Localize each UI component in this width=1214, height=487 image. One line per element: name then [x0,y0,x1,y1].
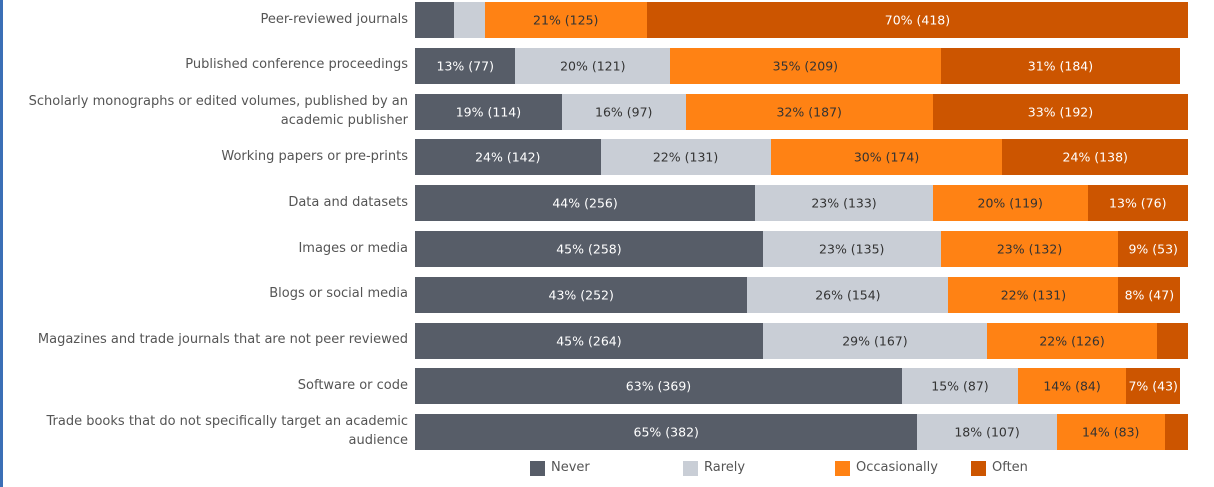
data-label: 19% (114) [455,104,522,120]
legend-label: Often [992,460,1028,475]
bar-segment [646,2,1188,38]
legend-label: Occasionally [856,460,938,475]
bar-segment [415,231,763,267]
legend-label: Never [551,460,590,475]
bar-segment [415,139,601,176]
bar-segment [948,276,1119,313]
bar-segment [932,93,1188,130]
data-label: 15% (87) [931,378,989,394]
bar-segment [415,93,562,130]
bar-segment [1002,139,1188,176]
bar-segment [415,185,756,222]
legend-label: Rarely [704,460,746,475]
bar-segment [1157,322,1188,359]
bar-segment [415,47,516,84]
data-label: 43% (252) [548,287,614,303]
data-label: 44% (256) [552,195,618,211]
category-label: Software or code [297,377,408,393]
bar-segment [917,414,1057,451]
data-label: 23% (135) [819,241,885,257]
legend-swatch [530,461,545,476]
category-label: Scholarly monographs or edited volumes, … [28,93,408,128]
data-label: 16% (97) [594,104,653,120]
data-label: 35% (209) [772,58,839,74]
data-label: 13% (76) [1109,195,1167,211]
data-label: 7% (43) [1128,378,1178,394]
bar-segment [940,231,1119,267]
data-label: 14% (83) [1081,424,1140,440]
bar-segment [515,47,671,84]
data-label: 30% (174) [853,149,920,165]
bar-segment [1164,414,1188,451]
legend-swatch [971,461,986,476]
category-label: Working papers or pre-prints [221,148,408,164]
bar-segment [484,2,647,38]
data-label: 26% (154) [815,287,881,303]
data-label: 32% (187) [776,104,842,120]
bar-segment [1056,414,1165,451]
data-label: 45% (264) [556,333,622,349]
data-label: 22% (131) [652,149,719,165]
data-label: 8% (47) [1124,287,1175,303]
bar-segment [755,185,933,222]
data-label: 33% (192) [1027,104,1094,120]
bar-segment [561,93,686,130]
data-label: 20% (121) [560,58,626,74]
bar-segment [762,322,987,359]
data-label: 13% (77) [436,58,494,74]
category-label: Blogs or social media [269,286,408,302]
data-label: 65% (382) [633,424,699,440]
bar-segment [940,47,1181,84]
bar-segment [670,47,941,84]
data-label: 70% (418) [884,12,951,28]
bar-segment [1118,276,1181,313]
bar-segment [987,322,1158,359]
bar-segment [415,322,763,359]
bar-segment [1118,231,1188,267]
bar-segment [747,276,949,313]
data-label: 22% (131) [1000,287,1067,303]
data-label: 29% (167) [842,333,908,349]
data-label: 20% (119) [977,195,1043,211]
bar-segment [415,414,918,451]
category-label: Images or media [298,240,408,256]
bar-segment [932,185,1088,222]
legend-swatch [683,461,698,476]
data-label: 23% (133) [811,195,877,211]
data-label: 9% (53) [1128,241,1178,257]
bar-segment [1017,368,1127,405]
bar-segment [453,2,485,38]
legend-swatch [835,461,850,476]
category-label: Peer-reviewed journals [260,11,408,27]
bar-segment [762,231,941,267]
data-label: 24% (138) [1062,149,1128,165]
bar-segment [600,139,771,176]
bar-segment [1126,368,1181,405]
bar-segment [685,93,933,130]
bar-segment [1087,185,1188,222]
category-label: Published conference proceedings [185,57,408,73]
category-label: Magazines and trade journals that are no… [37,332,408,348]
category-label: Trade books that do not specifically tar… [46,414,409,449]
data-label: 14% (84) [1043,378,1101,394]
category-label: Data and datasets [288,194,408,210]
bar-segment [415,276,748,313]
data-label: 23% (132) [996,241,1063,257]
data-label: 22% (126) [1039,333,1105,349]
data-label: 24% (142) [475,149,541,165]
bar-segment [770,139,1003,176]
data-label: 21% (125) [533,12,599,28]
data-label: 45% (258) [556,241,622,257]
bar-segment [901,368,1018,405]
data-label: 63% (369) [625,378,692,394]
bar-segment [415,368,902,405]
bar-segment [415,2,454,38]
data-label: 18% (107) [954,424,1020,440]
data-label: 31% (184) [1027,58,1094,74]
